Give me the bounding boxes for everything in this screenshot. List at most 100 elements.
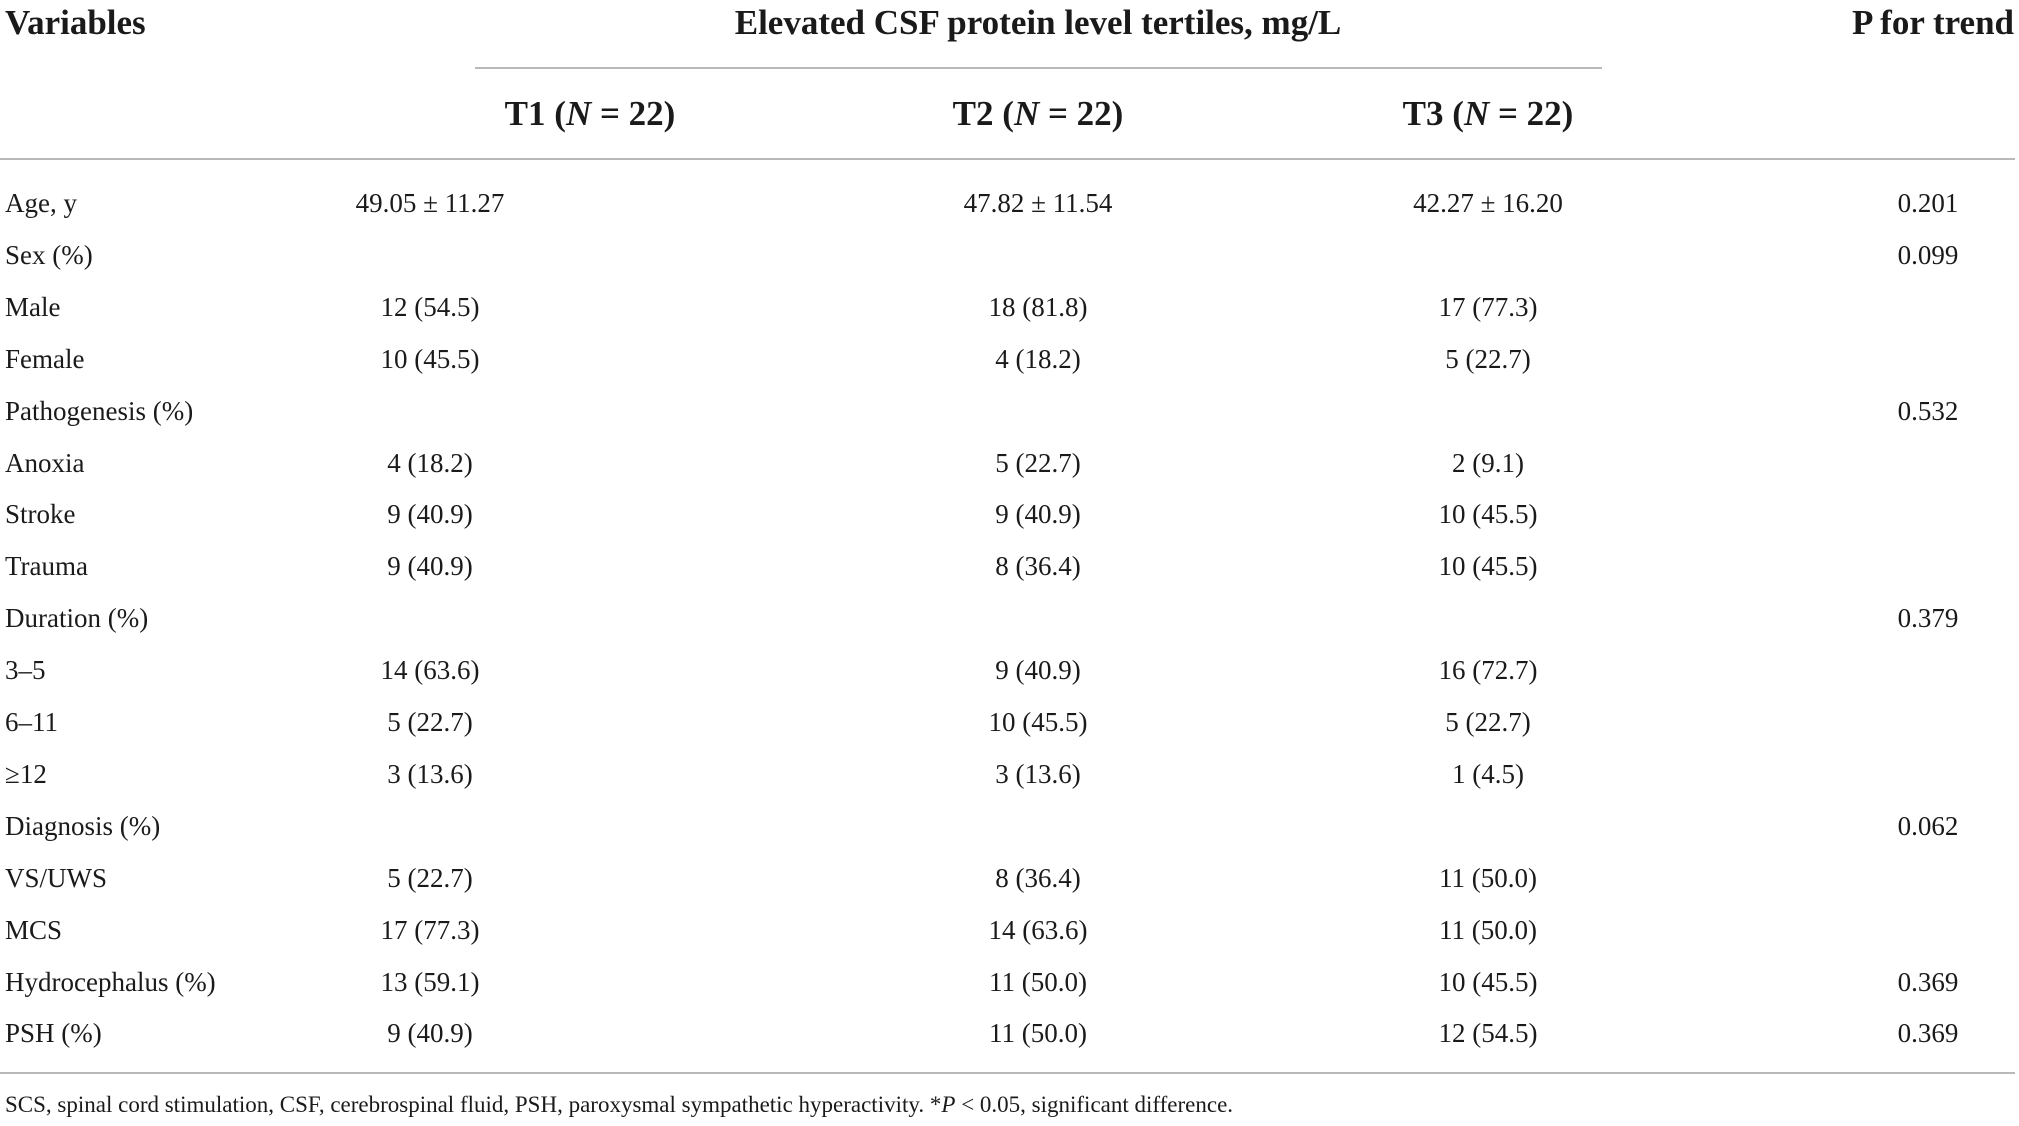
p-trend-cell: 0.099 <box>1897 239 1959 270</box>
t3-cell: 10 (45.5) <box>1438 499 1538 530</box>
tertile-name: T2 <box>952 94 994 133</box>
t1-cell: 4 (18.2) <box>387 447 473 478</box>
t3-cell: 12 (54.5) <box>1438 1018 1538 1049</box>
table-row: Stroke 9 (40.9) 9 (40.9) 10 (45.5) <box>0 488 2019 540</box>
variable-cell: Age, y <box>5 188 77 218</box>
t1-cell: 49.05 ± 11.27 <box>355 188 505 218</box>
t2-cell: 10 (45.5) <box>988 707 1088 737</box>
t1-cell: 9 (40.9) <box>387 1018 473 1049</box>
variable-cell: Diagnosis (%) <box>5 810 161 841</box>
table-row: Trauma 9 (40.9) 8 (36.4) 10 (45.5) <box>0 540 2019 592</box>
tertile-n-value: = 22) <box>1489 94 1574 133</box>
tertile-header-t3: T3 (N = 22) <box>1402 94 1574 133</box>
variable-cell: Male <box>5 291 61 322</box>
t3-cell: 17 (77.3) <box>1438 291 1538 322</box>
variable-cell: Hydrocephalus (%) <box>5 966 216 997</box>
table-row: VS/UWS 5 (22.7) 8 (36.4) 11 (50.0) <box>0 852 2019 904</box>
tertile-header-t1: T1 (N = 22) <box>504 94 676 133</box>
tertile-n-symbol: N <box>565 94 592 133</box>
p-trend-cell: 0.062 <box>1897 810 1959 841</box>
table-row: Age, y 49.05 ± 11.27 47.82 ± 11.54 42.27 ± … <box>0 177 2019 229</box>
t1-cell: 3 (13.6) <box>387 758 473 789</box>
table-row: 3–5 14 (63.6) 9 (40.9) 16 (72.7) <box>0 644 2019 696</box>
footnote-text: SCS, spinal cord stimulation, CSF, cereb… <box>5 1092 942 1117</box>
table-row: Female 10 (45.5) 4 (18.2) 5 (22.7) <box>0 333 2019 385</box>
tertile-name: T1 <box>504 94 546 133</box>
table-row: Duration (%) 0.379 <box>0 592 2019 644</box>
table-row: PSH (%) 9 (40.9) 11 (50.0) 12 (54.5) 0.369 <box>0 1007 2019 1059</box>
table-row: Pathogenesis (%) 0.532 <box>0 385 2019 437</box>
t3-cell: 11 (50.0) <box>1439 862 1537 893</box>
tertile-n-symbol: N <box>1013 94 1040 133</box>
tertile-header-t2: T2 (N = 22) <box>952 94 1124 133</box>
variable-cell: Anoxia <box>5 447 85 478</box>
footnote-p-symbol: P <box>941 1092 956 1117</box>
variable-cell: ≥12 <box>5 758 47 789</box>
t3-cell: 5 (22.7) <box>1445 343 1531 374</box>
t3-cell: 42.27 ± 16.20 <box>1413 188 1563 218</box>
variable-cell: 6–11 <box>5 707 58 737</box>
t1-cell: 9 (40.9) <box>387 499 473 530</box>
t3-cell: 5 (22.7) <box>1445 707 1531 737</box>
table-row: Hydrocephalus (%) 13 (59.1) 11 (50.0) 10 (4… <box>0 956 2019 1008</box>
t2-cell: 14 (63.6) <box>988 914 1088 945</box>
table-row: Sex (%) 0.099 <box>0 229 2019 281</box>
p-trend-cell: 0.201 <box>1897 188 1959 218</box>
t3-cell: 16 (72.7) <box>1438 655 1538 686</box>
tertile-n-symbol: N <box>1463 94 1490 133</box>
variable-cell: MCS <box>5 914 63 945</box>
table-row: MCS 17 (77.3) 14 (63.6) 11 (50.0) <box>0 904 2019 956</box>
t3-cell: 11 (50.0) <box>1439 914 1537 945</box>
tertile-name: T3 <box>1402 94 1444 133</box>
variable-cell: Female <box>5 343 85 374</box>
t2-cell: 9 (40.9) <box>995 655 1081 686</box>
t2-cell: 9 (40.9) <box>995 499 1081 530</box>
tertile-n-value: = 22) <box>591 94 676 133</box>
t2-cell: 3 (13.6) <box>995 758 1081 789</box>
t2-cell: 47.82 ± 11.54 <box>963 188 1113 218</box>
variables-header: Variables <box>5 3 146 42</box>
variable-cell: Pathogenesis (%) <box>5 395 194 426</box>
t2-cell: 4 (18.2) <box>995 343 1081 374</box>
footnote-text-end: < 0.05, significant difference. <box>955 1092 1234 1117</box>
t2-cell: 11 (50.0) <box>989 1018 1087 1049</box>
group-header: Elevated CSF protein level tertiles, mg/… <box>734 3 1342 42</box>
variable-cell: Duration (%) <box>5 603 149 634</box>
variable-cell: Trauma <box>5 551 89 582</box>
group-header-rule <box>475 67 1602 69</box>
table-row: ≥12 3 (13.6) 3 (13.6) 1 (4.5) <box>0 748 2019 800</box>
header-bottom-rule <box>0 158 2015 160</box>
tertile-n-value: = 22) <box>1039 94 1124 133</box>
t1-cell: 14 (63.6) <box>380 655 480 686</box>
t2-cell: 5 (22.7) <box>995 447 1081 478</box>
p-trend-cell: 0.379 <box>1897 603 1959 634</box>
variable-cell: PSH (%) <box>5 1018 102 1049</box>
table-row: 6–11 5 (22.7) 10 (45.5) 5 (22.7) <box>0 696 2019 748</box>
table-bottom-rule <box>0 1072 2015 1074</box>
t3-cell: 2 (9.1) <box>1452 447 1524 478</box>
t2-cell: 11 (50.0) <box>989 966 1087 997</box>
table-row: Male 12 (54.5) 18 (81.8) 17 (77.3) <box>0 281 2019 333</box>
p-trend-header: P for trend <box>1851 3 2014 42</box>
table-row: Diagnosis (%) 0.062 <box>0 800 2019 852</box>
t1-cell: 5 (22.7) <box>387 707 473 737</box>
t2-cell: 18 (81.8) <box>988 291 1088 322</box>
t1-cell: 12 (54.5) <box>380 291 480 322</box>
variable-cell: Stroke <box>5 499 76 530</box>
t1-cell: 9 (40.9) <box>387 551 473 582</box>
p-trend-cell: 0.532 <box>1897 395 1959 426</box>
t3-cell: 10 (45.5) <box>1438 966 1538 997</box>
variable-cell: VS/UWS <box>5 862 108 893</box>
t1-cell: 17 (77.3) <box>380 914 480 945</box>
t3-cell: 10 (45.5) <box>1438 551 1538 582</box>
t3-cell: 1 (4.5) <box>1452 758 1524 789</box>
variable-cell: Sex (%) <box>5 239 93 270</box>
p-trend-cell: 0.369 <box>1897 1018 1959 1049</box>
t1-cell: 13 (59.1) <box>380 966 480 997</box>
t2-cell: 8 (36.4) <box>995 551 1081 582</box>
table-footnote: SCS, spinal cord stimulation, CSF, cereb… <box>5 1090 1233 1120</box>
variable-cell: 3–5 <box>5 655 46 686</box>
table-row: Anoxia 4 (18.2) 5 (22.7) 2 (9.1) <box>0 437 2019 489</box>
t1-cell: 5 (22.7) <box>387 862 473 893</box>
t1-cell: 10 (45.5) <box>380 343 480 374</box>
